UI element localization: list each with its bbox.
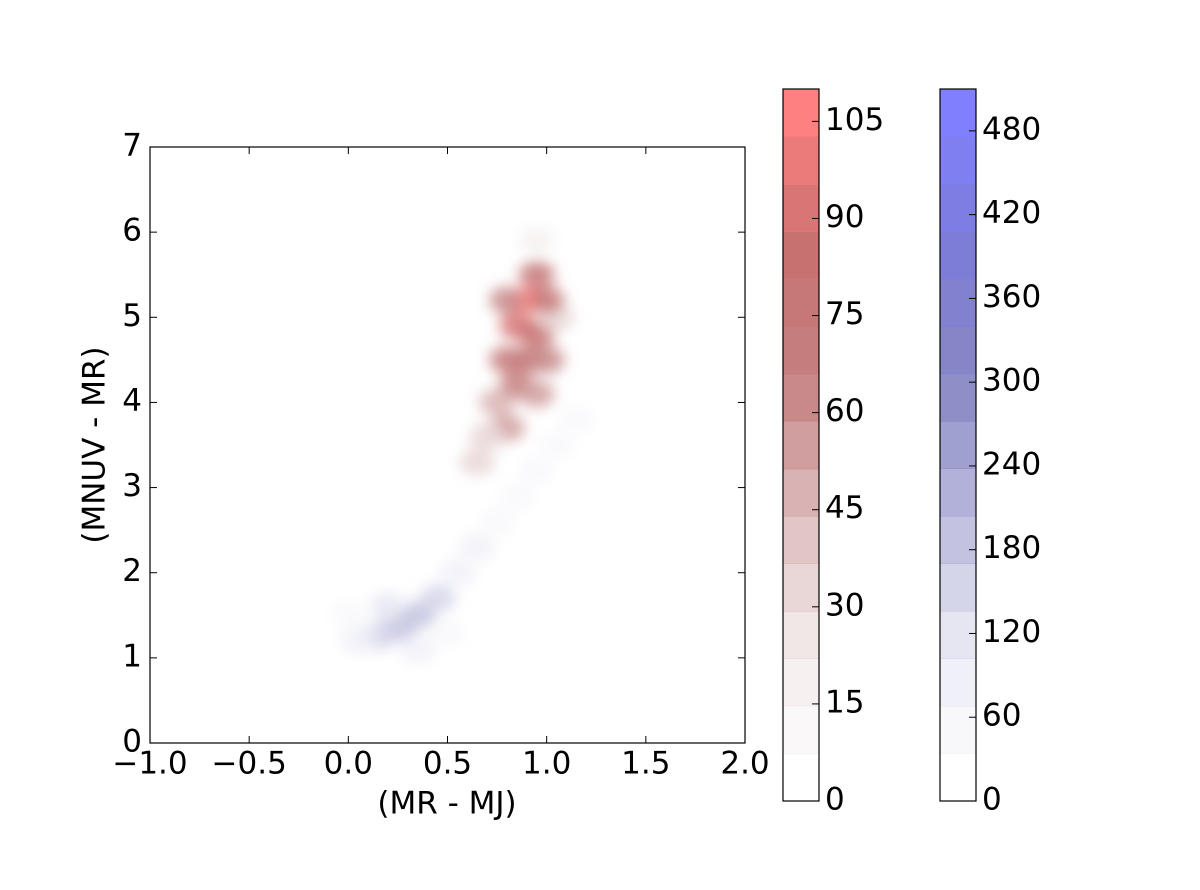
colorbar-tick-label: 15 [825,684,864,720]
x-tick-label: 0.0 [324,746,373,782]
colorbar-band [939,705,977,754]
density-cell [489,286,525,314]
density-cell [429,618,466,646]
colorbar-band [939,420,977,470]
density-cell [558,405,595,434]
density-area [330,227,595,663]
y-tick-label: 7 [122,128,142,164]
x-tick-label: 0.5 [423,746,472,782]
colorbar-band [782,658,820,707]
colorbar-tick-label: 45 [825,490,864,526]
density-cell [528,346,565,374]
colorbar-band [782,563,820,612]
y-tick-label: 1 [122,638,142,674]
density-cell [499,482,535,510]
colorbar-tick-label: 75 [825,296,864,332]
y-tick-label: 0 [122,724,142,760]
colorbar-band [939,563,977,612]
density-cell [528,286,565,314]
density-cell [518,380,555,408]
density-cell [459,533,496,561]
colorbar-band [939,658,977,707]
density-cell [399,635,436,663]
density-cell [518,261,555,289]
colorbar-band [782,88,820,137]
density-cell [459,448,496,476]
y-tick-label: 5 [122,298,142,334]
colorbar-tick-label: 420 [982,195,1041,231]
density-cell [518,456,555,485]
density-cell [479,388,515,417]
colorbar-tick-label: 105 [825,102,884,138]
colorbar-tick-label: 60 [982,698,1021,734]
density-cell [439,559,476,587]
y-tick-label: 4 [122,383,142,419]
density-cell [419,584,456,612]
density-cell [469,422,506,451]
colorbar-tick-label: 300 [982,363,1041,399]
density-cell [340,627,377,655]
colorbar-tick-label: 30 [825,587,864,623]
density-cell [538,431,575,459]
colorbar-tick-label: 90 [825,199,864,235]
colorbar-tick-label: 480 [982,111,1041,147]
density-cell [330,601,367,629]
y-axis-label: (MNUV - MR) [77,346,113,543]
colorbar-band [782,326,820,375]
colorbar-band [939,326,977,375]
colorbar-tick-label: 0 [825,782,845,818]
colorbar-band [782,373,820,422]
colorbar-band [782,420,820,470]
colorbar-band [939,183,977,232]
x-tick-label: 1.0 [522,746,571,782]
colorbar-tick-label: 60 [825,393,864,429]
colorbar-band [782,753,820,802]
colorbar-band [782,183,820,232]
y-tick-label: 6 [122,213,142,249]
colorbar-band [939,231,977,280]
colorbar-band [939,278,977,327]
colorbar-band [939,373,977,422]
density-cell [518,227,555,255]
colorbar-tick-label: 180 [982,530,1041,566]
colorbar-band [939,88,977,137]
x-tick-label: 1.5 [621,746,670,782]
colorbar-band [782,611,820,659]
colorbar-band [782,278,820,327]
x-tick-label: −1.0 [112,746,187,782]
colorbar-tick-label: 0 [982,782,1002,818]
colorbar-band [939,136,977,185]
colorbar-tick-label: 240 [982,446,1041,482]
colorbar-band [782,468,820,517]
colorbar-frame [939,88,977,802]
colorbar-band [782,135,820,185]
colorbar-tick-label: 360 [982,279,1041,315]
x-axis-label: (MR - MJ) [377,786,516,822]
colorbar-tick-label: 120 [982,614,1041,650]
colorbar-frame [782,88,820,802]
y-tick-label: 3 [122,468,142,504]
colorbar-band [939,610,977,659]
x-tick-label: 2.0 [720,746,769,782]
y-tick-label: 2 [122,553,142,589]
colorbar-band [782,515,820,564]
plot-frame [149,146,746,744]
colorbar-band [782,705,820,755]
colorbar-band [939,468,977,517]
density-cell [370,593,406,621]
density-cell [479,508,515,536]
colorbar-band [782,231,820,279]
x-tick-label: −0.5 [212,746,287,782]
colorbar-band [939,753,977,802]
density-cell [489,346,525,374]
colorbar-band [939,515,977,564]
